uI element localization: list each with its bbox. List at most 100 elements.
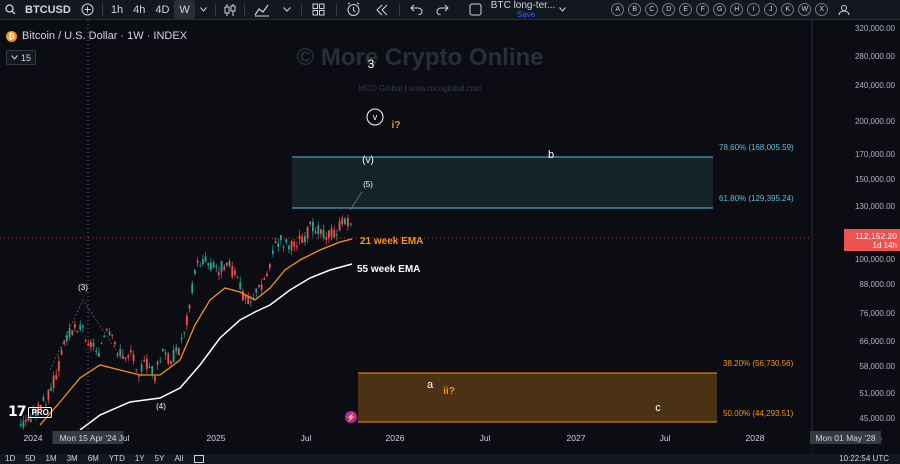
hotkey-letter-d[interactable]: D [662,3,676,16]
interval-1h[interactable]: 1h [110,3,124,16]
time-tick: Jul [119,433,130,443]
clock: 10:22:54 UTC [839,454,889,463]
price-tick: 320,000.00 [855,24,896,33]
layout-name-button[interactable]: BTC long-ter... Save [490,0,556,19]
fib-zones: 78.60% (168,005.59) 61.80% (129,395.24) 38… [292,143,794,423]
layout-save-label: Save [516,9,536,19]
interval-w[interactable]: W [174,0,195,19]
range-5y[interactable]: 5Y [154,454,165,463]
redo-icon[interactable] [431,0,455,19]
hotkey-letter-e[interactable]: E [679,3,693,16]
range-ytd[interactable]: YTD [108,454,125,463]
hotkey-letter-a[interactable]: A [611,3,625,16]
layout-checkbox-icon[interactable] [465,0,487,19]
time-tick: 2027 [567,433,586,443]
time-tick: Jul [660,433,671,443]
range-1m[interactable]: 1M [45,454,57,463]
current-price: 112,152.20 [855,231,897,241]
price-axis: 320,000.00 280,000.00 240,000.00 200,000.00… [811,20,900,454]
time-tick: 2024 [24,433,43,443]
time-tick: Mon 01 May '28 [815,433,875,443]
indicator-toggle[interactable]: 15 [6,50,37,65]
price-tick: 130,000.00 [855,202,896,211]
fib-500-label: 50.00% (44,293.51) [723,409,794,418]
range-6m[interactable]: 6M [87,454,99,463]
alert-icon[interactable] [340,0,368,19]
hotkey-letter-j[interactable]: J [764,3,778,16]
price-tick: 51,000.00 [859,389,895,398]
hotkey-letter-x[interactable]: X [815,3,829,16]
wave-a-label: a [427,379,434,391]
range-3m[interactable]: 3M [66,454,78,463]
toolbar-divider [398,3,400,16]
interval-4d[interactable]: 4D [155,3,170,16]
toolbar-divider [335,3,337,16]
wave-3-label: 3 [368,57,375,71]
price-tick: 240,000.00 [855,81,896,90]
hotkey-letter-w[interactable]: W [798,3,812,16]
toolbar-divider [300,3,302,16]
indicator-value: 15 [21,52,32,63]
ema55-label: 55 week EMA [357,264,420,275]
toolbar-divider [101,3,103,16]
event-marker-icon[interactable] [345,411,357,423]
hotkey-letter-i[interactable]: I [747,3,761,16]
range-1y[interactable]: 1Y [134,454,145,463]
wave-v-paren-label: (v) [362,155,374,166]
layout-name-label: BTC long-ter... [490,0,556,11]
wave-b-label: b [548,149,554,161]
fib-786-label: 78.60% (168,005.59) [719,143,794,152]
time-tick: Jul [301,433,312,443]
hotkey-letter-k[interactable]: K [781,3,795,16]
range-1d[interactable]: 1D [5,454,16,463]
layout-dropdown-icon[interactable] [555,0,569,19]
price-tick: 45,000.00 [859,414,895,423]
replay-icon[interactable] [368,0,396,19]
price-tick: 280,000.00 [855,52,896,61]
price-tick: 58,000.00 [859,362,895,371]
hotkey-letter-g[interactable]: G [713,3,727,16]
chart-legend: ₿ Bitcoin / U.S. Dollar · 1W · INDEX [6,30,187,42]
pro-badge: PRO [28,406,52,418]
price-tick: 88,000.00 [859,280,895,289]
wave-v-circle-label: v [373,112,378,122]
hotkey-letter-c[interactable]: C [645,3,659,16]
hotkey-letter-b[interactable]: B [628,3,642,16]
layout-grid-icon[interactable] [305,0,333,19]
bitcoin-logo-icon: ₿ [6,30,17,42]
wave-ii-q-label: ii? [443,386,455,397]
candles [20,214,352,430]
search-icon[interactable] [0,0,21,19]
indicator-templates-icon[interactable] [276,0,298,19]
chevron-down-icon [11,55,18,60]
wave-i-q-label: i? [392,120,401,131]
ema21-label: 21 week EMA [360,236,423,247]
bar-countdown: 1d 14h [873,241,897,250]
price-chart[interactable]: © More Crypto Online MCO Global | www.mc… [0,20,900,454]
indicators-icon[interactable] [248,0,276,19]
ema-lines [39,238,353,431]
interval-dropdown-icon[interactable] [195,0,212,19]
price-tick: 150,000.00 [855,175,896,184]
hotkey-letter-f[interactable]: F [696,3,710,16]
watermark-title: © More Crypto Online [296,44,543,71]
range-5d[interactable]: 5D [25,454,36,463]
price-tick: 66,000.00 [859,337,895,346]
undo-icon[interactable] [403,0,431,19]
wave-5-label: (5) [363,180,373,189]
time-axis: 2024 Mon 15 Apr '24 Jul 2025 Jul 2026 Jul 2027 J… [0,430,881,454]
tradingview-logo[interactable]: 17 PRO [8,404,52,420]
range-all[interactable]: All [174,454,184,463]
wave-c-label: c [655,402,661,414]
settings-user-icon[interactable] [834,0,854,19]
time-tick: Jul [480,433,491,443]
calendar-icon[interactable] [194,454,205,463]
interval-4h[interactable]: 4h [133,3,146,16]
candles-icon[interactable] [219,0,241,19]
hotkey-letter-h[interactable]: H [730,3,744,16]
ema21-line [39,238,353,426]
compare-add-icon[interactable] [76,0,99,19]
symbol-button[interactable]: BTCUSD [25,3,71,16]
